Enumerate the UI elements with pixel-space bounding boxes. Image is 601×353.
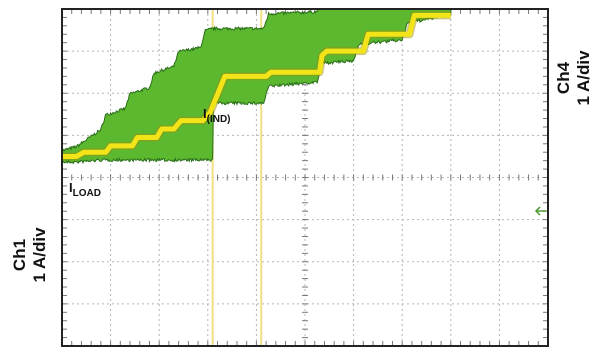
- ch1-scale: 1 A/div: [30, 227, 49, 283]
- iload-trace-label: ILOAD: [69, 180, 101, 199]
- series-i-load--line: [62, 12, 451, 159]
- ch4-marker-arrow: [534, 206, 546, 216]
- ch4-channel: Ch4: [554, 61, 573, 95]
- ch1-scale-label: Ch1 1 A/div: [10, 227, 50, 282]
- ch4-scale: 1 A/div: [574, 50, 593, 106]
- iind-trace-label: I(IND): [203, 106, 231, 125]
- ch4-scale-label: Ch4 1 A/div: [554, 50, 594, 105]
- ch1-channel: Ch1: [10, 238, 29, 272]
- traces: [62, 9, 452, 165]
- plot-frame: [61, 8, 549, 347]
